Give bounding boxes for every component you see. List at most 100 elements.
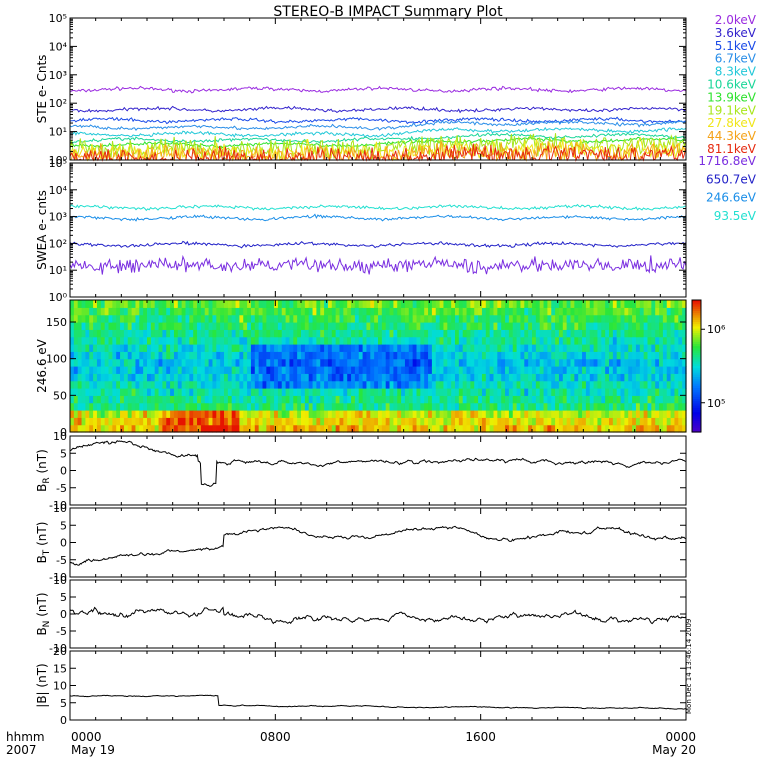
heatmap-cell — [70, 314, 75, 323]
heatmap-cell — [250, 388, 256, 396]
heatmap-cell — [424, 307, 429, 316]
heatmap-cell — [77, 410, 83, 418]
heatmap-cell — [208, 329, 214, 338]
heatmap-cell — [539, 358, 545, 367]
heatmap-cell — [612, 417, 618, 426]
heatmap-cell — [401, 314, 406, 323]
heatmap-cell — [81, 424, 86, 433]
heatmap-cell — [208, 388, 214, 396]
heatmap-cell — [239, 410, 244, 418]
heatmap-cell — [470, 424, 475, 433]
heatmap-cell — [651, 300, 656, 308]
x-date-label: May 19 — [71, 743, 115, 757]
heatmap-cell — [389, 351, 394, 360]
heatmap-cell — [439, 314, 445, 323]
heatmap-cell — [335, 358, 341, 367]
heatmap-cell — [447, 373, 452, 382]
heatmap-cell — [462, 307, 468, 316]
heatmap-cell — [455, 410, 460, 418]
heatmap-cell — [420, 358, 425, 367]
heatmap-cell — [524, 366, 529, 374]
heatmap-cell — [200, 373, 206, 382]
heatmap-cell — [116, 417, 121, 426]
heatmap-cell — [216, 366, 221, 374]
heatmap-cell — [670, 322, 676, 330]
heatmap-cell — [150, 358, 156, 367]
heatmap-cell — [108, 395, 113, 404]
heatmap-cell — [197, 314, 202, 323]
heatmap-cell — [497, 307, 502, 316]
heatmap-cell — [458, 373, 464, 382]
heatmap-cell — [181, 424, 187, 433]
heatmap-cell — [612, 373, 618, 382]
heatmap-cell — [612, 388, 618, 396]
heatmap-cell — [516, 402, 522, 411]
heatmap-cell — [393, 314, 398, 323]
heatmap-cell — [297, 336, 302, 345]
heatmap-cell — [666, 373, 672, 382]
heatmap-cell — [197, 358, 202, 367]
heatmap-cell — [543, 358, 548, 367]
heatmap-cell — [389, 395, 394, 404]
heatmap-cell — [524, 344, 529, 352]
heatmap-cell — [181, 366, 187, 374]
heatmap-cell — [277, 417, 283, 426]
heatmap-cell — [639, 307, 645, 316]
heatmap-cell — [474, 314, 479, 323]
heatmap-cell — [404, 366, 410, 374]
heatmap-cell — [158, 351, 163, 360]
heatmap-cell — [131, 373, 137, 382]
heatmap-cell — [231, 314, 237, 323]
heatmap-cell — [258, 358, 264, 367]
heatmap-cell — [173, 395, 179, 404]
heatmap-cell — [551, 395, 556, 404]
heatmap-cell — [439, 388, 445, 396]
heatmap-cell — [247, 300, 252, 308]
heatmap-cell — [508, 395, 514, 404]
heatmap-cell — [243, 336, 248, 345]
heatmap-cell — [674, 336, 679, 345]
heatmap-cell — [412, 395, 418, 404]
heatmap-cell — [443, 358, 448, 367]
heatmap-cell — [505, 307, 510, 316]
heatmap-cell — [424, 380, 429, 389]
heatmap-cell — [204, 344, 210, 352]
heatmap-cell — [335, 322, 341, 330]
heatmap-cell — [312, 336, 317, 345]
heatmap-cell — [582, 322, 587, 330]
heatmap-cell — [123, 307, 129, 316]
heatmap-cell — [528, 314, 533, 323]
heatmap-cell — [455, 307, 460, 316]
heatmap-cell — [412, 358, 418, 367]
heatmap-cell — [185, 351, 190, 360]
heatmap-cell — [212, 336, 217, 345]
heatmap-cell — [123, 395, 129, 404]
heatmap-cell — [678, 329, 683, 338]
heatmap-cell — [524, 417, 529, 426]
heatmap-cell — [493, 424, 498, 433]
heatmap-cell — [177, 322, 183, 330]
heatmap-cell — [293, 373, 298, 382]
heatmap-cell — [200, 329, 206, 338]
heatmap-cell — [247, 329, 252, 338]
series-line — [69, 240, 687, 249]
heatmap-cell — [566, 358, 572, 367]
heatmap-cell — [254, 410, 260, 418]
heatmap-cell — [416, 314, 421, 323]
heatmap-cell — [185, 322, 190, 330]
heatmap-cell — [358, 336, 364, 345]
heatmap-cell — [339, 329, 344, 338]
heatmap-cell — [297, 380, 302, 389]
heatmap-cell — [193, 366, 198, 374]
heatmap-cell — [381, 358, 387, 367]
heatmap-cell — [389, 410, 394, 418]
heatmap-cell — [489, 307, 495, 316]
heatmap-cell — [135, 424, 140, 433]
heatmap-cell — [224, 329, 229, 338]
heatmap-cell — [647, 336, 652, 345]
heatmap-cell — [73, 402, 79, 411]
colorbar-band — [692, 410, 701, 413]
heatmap-cell — [281, 402, 287, 411]
heatmap-cell — [70, 336, 75, 345]
heatmap-cell — [385, 307, 391, 316]
